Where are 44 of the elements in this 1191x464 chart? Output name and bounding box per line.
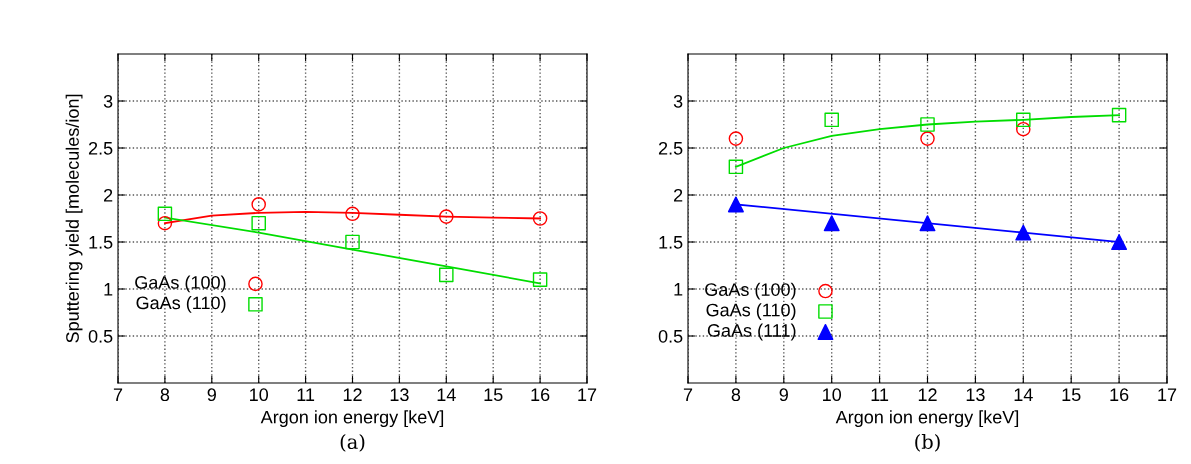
y-tick-label: 1.5 bbox=[659, 236, 683, 249]
y-tick-label: 0.5 bbox=[658, 329, 683, 343]
x-tick-label: 7 bbox=[113, 388, 123, 401]
x-tick-label: 15 bbox=[484, 388, 503, 402]
text: (a) bbox=[340, 434, 365, 452]
y-tick-label: 2 bbox=[104, 188, 113, 202]
x-tick-label: 16 bbox=[1110, 388, 1129, 402]
y-tick-label: 2.5 bbox=[658, 141, 683, 155]
x-tick-label: 17 bbox=[578, 388, 597, 401]
x-tick-label: 8 bbox=[160, 388, 170, 402]
x-tick-label: 13 bbox=[390, 388, 409, 402]
x-tick-label: 10 bbox=[823, 388, 842, 402]
x-tick-label: 14 bbox=[437, 388, 456, 401]
y-tick-label: 3 bbox=[673, 94, 683, 108]
x-tick-label: 15 bbox=[1062, 388, 1081, 402]
x-tick-label: 11 bbox=[297, 388, 315, 401]
legend-label: GaAs (100) bbox=[705, 282, 796, 300]
x-tick-label: 16 bbox=[531, 388, 550, 402]
x-tick-label: 12 bbox=[918, 388, 937, 401]
legend-label: GaAs (100) bbox=[135, 275, 226, 293]
y-tick-label: 0.5 bbox=[88, 329, 113, 343]
y-tick-label: 1 bbox=[674, 283, 683, 296]
x-tick-label: 17 bbox=[1158, 388, 1177, 401]
x-axis-title: Argon ion energy [keV] bbox=[260, 410, 444, 428]
legend-label: GaAs (110) bbox=[136, 295, 226, 313]
y-tick-label: 2 bbox=[674, 188, 683, 202]
x-tick-label: 8 bbox=[731, 388, 741, 402]
x-tick-label: 13 bbox=[966, 388, 985, 402]
legend-label: GaAs (110) bbox=[706, 303, 796, 320]
x-tick-label: 10 bbox=[250, 388, 269, 402]
text: (b) bbox=[915, 434, 940, 452]
x-tick-label: 9 bbox=[779, 388, 788, 402]
x-tick-label: 9 bbox=[207, 388, 216, 402]
y-tick-label: 2.5 bbox=[88, 141, 113, 155]
x-tick-label: 11 bbox=[871, 388, 889, 401]
x-axis-title: Argon ion energy [keV] bbox=[835, 410, 1019, 428]
y-tick-label: 1.5 bbox=[89, 236, 113, 249]
y-tick-label: 3 bbox=[103, 94, 113, 108]
x-tick-label: 7 bbox=[683, 388, 693, 401]
y-tick-label: 1 bbox=[104, 283, 113, 296]
x-tick-label: 14 bbox=[1014, 388, 1033, 401]
x-tick-label: 12 bbox=[343, 388, 362, 401]
y-axis-title: Sputtering yield [molecules/ion] bbox=[65, 94, 83, 343]
legend-label: GaAs (111) bbox=[707, 323, 796, 341]
